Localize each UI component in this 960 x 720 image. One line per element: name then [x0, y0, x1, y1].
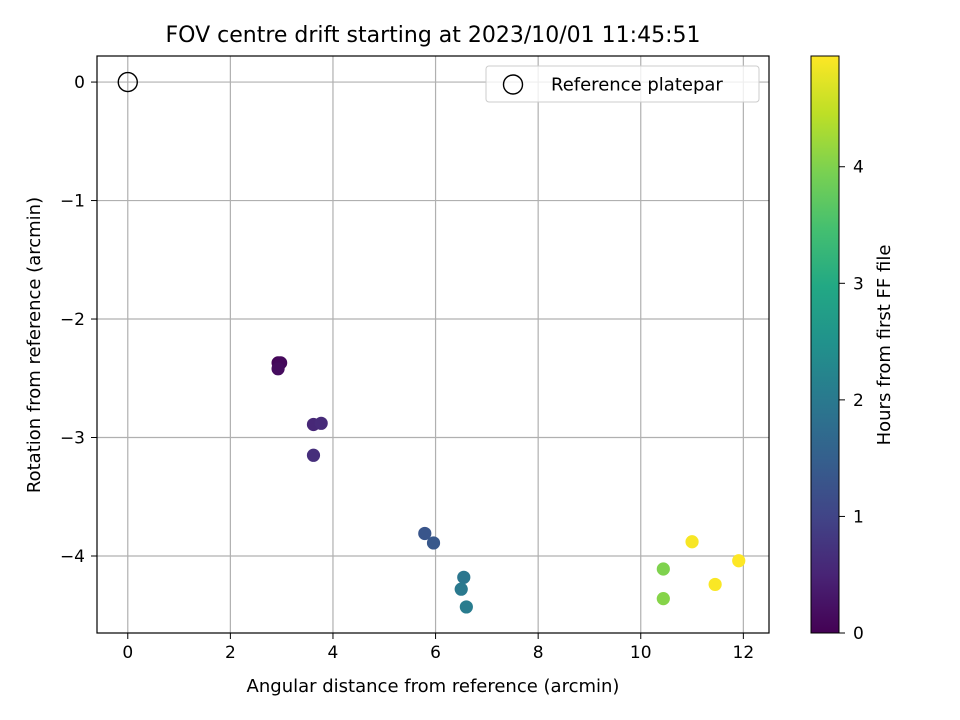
colorbar-tick-label: 0 [853, 624, 864, 644]
x-tick-label: 6 [430, 643, 441, 663]
reference-marker-group [117, 71, 138, 93]
data-point [732, 554, 746, 568]
chart-title: FOV centre drift starting at 2023/10/01 … [166, 23, 701, 48]
data-point [656, 562, 670, 576]
data-point [457, 570, 471, 584]
data-point [459, 600, 473, 614]
legend-box [485, 65, 760, 103]
plot-frame [96, 55, 770, 634]
y-tick-label: −4 [60, 547, 85, 567]
data-point [314, 416, 328, 430]
legend-label: Reference platepar [551, 75, 723, 96]
x-axis-label: Angular distance from reference (arcmin) [247, 676, 620, 697]
data-point [685, 535, 699, 549]
legend: Reference platepar [485, 65, 760, 103]
data-point [306, 448, 321, 462]
colorbar-gradient [810, 55, 840, 634]
x-tick-label: 0 [122, 643, 133, 663]
legend-marker [502, 74, 524, 95]
x-tick-label: 4 [328, 643, 339, 663]
x-axis-ticks: 0 2 4 6 8 10 12 [122, 633, 754, 663]
colorbar-tick-label: 1 [853, 507, 864, 527]
reference-marker [117, 71, 138, 93]
data-point [708, 577, 722, 592]
grid-lines [97, 56, 769, 633]
y-axis-ticks: 0 −1 −2 −3 −4 [60, 73, 97, 567]
data-point [271, 362, 285, 376]
colorbar: 0 1 2 3 4 Hours from first FF file [810, 55, 895, 644]
y-tick-label: −2 [60, 310, 85, 330]
data-points [271, 356, 746, 614]
colorbar-tick-label: 4 [853, 158, 864, 178]
x-tick-label: 2 [225, 643, 236, 663]
colorbar-tick-label: 2 [853, 391, 864, 411]
y-tick-label: 0 [74, 73, 85, 93]
y-tick-label: −1 [60, 192, 85, 212]
colorbar-ticks: 0 1 2 3 4 [839, 158, 864, 644]
colorbar-tick-label: 3 [853, 274, 864, 294]
x-tick-label: 12 [733, 643, 755, 663]
data-point [454, 582, 468, 596]
x-tick-label: 8 [533, 643, 544, 663]
colorbar-label: Hours from first FF file [874, 245, 895, 446]
data-point [418, 526, 432, 541]
x-tick-label: 10 [630, 643, 652, 663]
data-point [656, 592, 670, 606]
y-axis-label: Rotation from reference (arcmin) [24, 197, 45, 493]
data-point [426, 536, 441, 550]
y-tick-label: −3 [60, 429, 85, 449]
